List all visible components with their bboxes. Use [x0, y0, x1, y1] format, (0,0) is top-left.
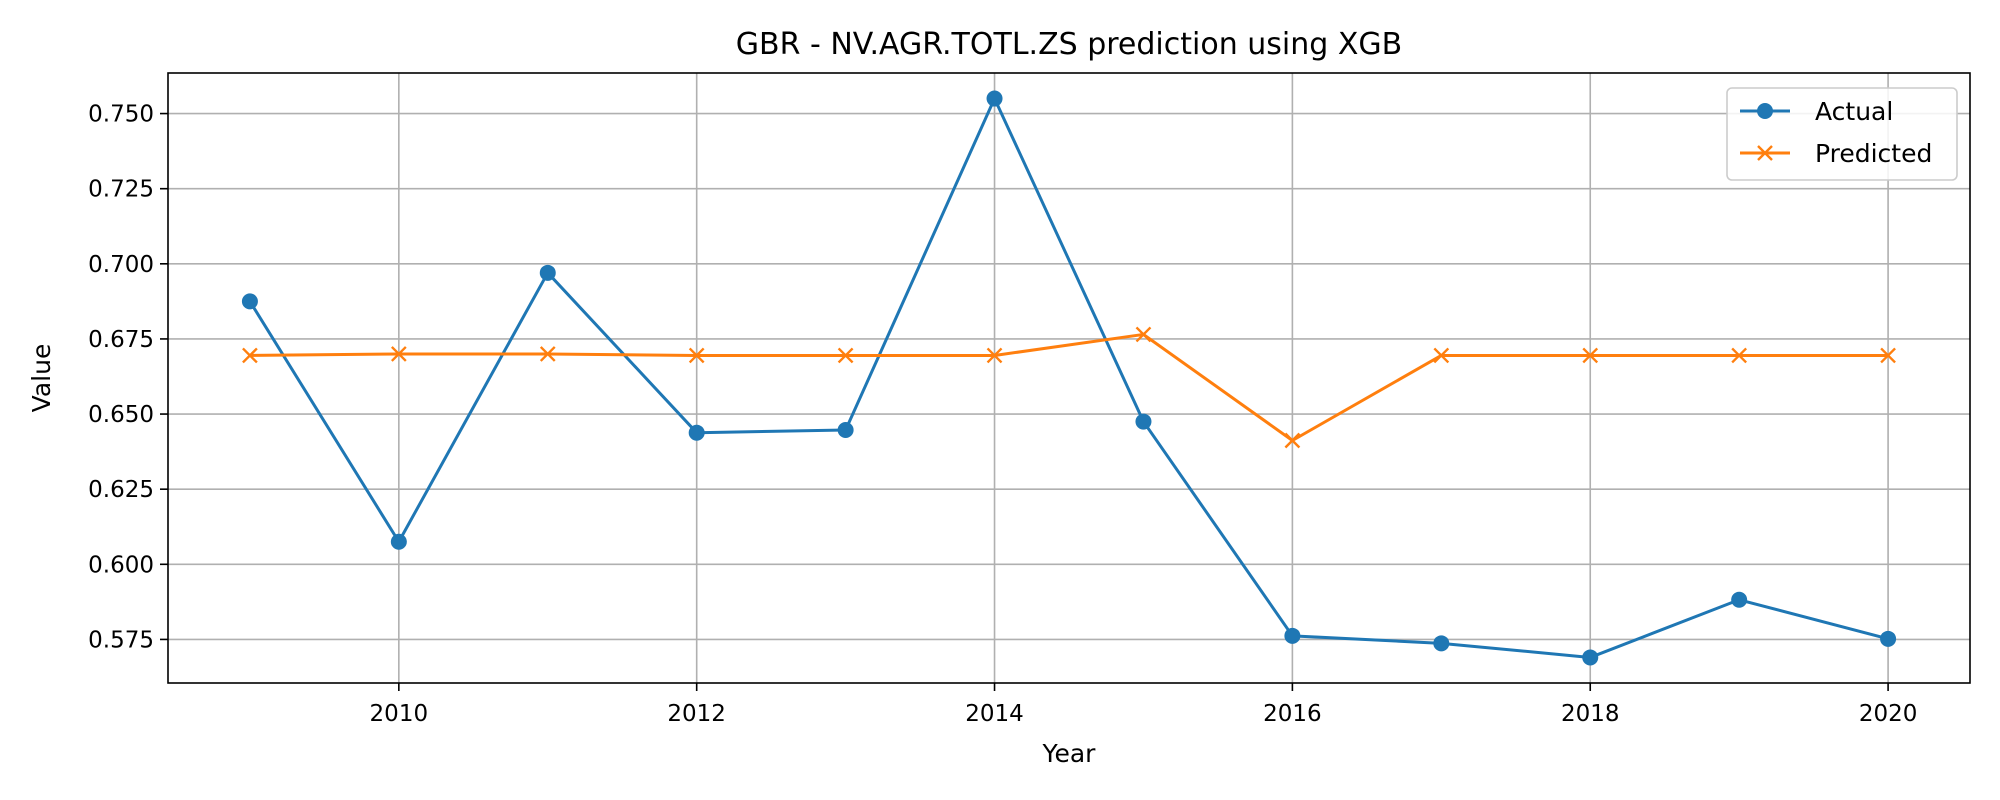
- series-line-predicted: [249, 332, 1889, 443]
- data-point-actual: [986, 90, 1003, 107]
- data-point-predicted: [1582, 347, 1599, 364]
- data-point-actual: [837, 421, 854, 438]
- data-point-predicted: [837, 347, 854, 364]
- y-tick-label: 0.600: [88, 552, 154, 578]
- legend-label-actual: Actual: [1815, 97, 1893, 126]
- data-point-predicted: [1433, 347, 1450, 364]
- chart-title: GBR - NV.AGR.TOTL.ZS prediction using XG…: [736, 27, 1402, 62]
- axes-frame: [167, 72, 1971, 684]
- x-tick-label: 2010: [370, 701, 429, 727]
- data-point-predicted: [688, 347, 705, 364]
- data-point-predicted: [539, 346, 556, 362]
- legend-marker-actual: [1757, 103, 1773, 119]
- y-tick-label: 0.625: [88, 477, 154, 503]
- data-point-actual: [1433, 635, 1450, 652]
- data-point-actual: [1582, 649, 1599, 666]
- x-tick-label: 2018: [1561, 701, 1620, 727]
- data-point-actual: [1880, 630, 1897, 647]
- legend: Actual Predicted: [1726, 87, 1958, 181]
- y-tick-label: 0.750: [88, 102, 154, 128]
- y-axis-label: Value: [27, 344, 56, 413]
- x-tick-label: 2012: [667, 701, 726, 727]
- data-point-actual: [1284, 627, 1301, 644]
- data-point-predicted: [1731, 347, 1748, 364]
- data-point-predicted: [986, 347, 1003, 364]
- x-tick-label: 2016: [1263, 701, 1322, 727]
- data-point-actual: [688, 424, 705, 441]
- y-tick-label: 0.650: [88, 402, 154, 428]
- legend-label-predicted: Predicted: [1815, 139, 1932, 168]
- x-tick-label: 2014: [965, 701, 1024, 727]
- legend-marker-predicted: [1757, 145, 1773, 161]
- data-point-actual: [1135, 413, 1152, 430]
- data-point-actual: [241, 293, 258, 310]
- data-point-predicted: [242, 347, 258, 364]
- data-point-predicted: [1135, 326, 1152, 343]
- ticks: 2010 2012 2014 2016 2018 2020 0.575 0.600 0.625 0…: [88, 102, 1917, 727]
- y-tick-label: 0.700: [88, 252, 154, 278]
- x-axis-label: Year: [1042, 739, 1097, 768]
- data-point-predicted: [1880, 347, 1896, 364]
- y-tick-label: 0.725: [88, 177, 154, 203]
- series-line-actual: [248, 97, 1889, 659]
- y-tick-label: 0.675: [88, 327, 154, 353]
- series-layer: [241, 90, 1897, 666]
- y-tick-label: 0.575: [88, 627, 154, 653]
- data-point-actual: [390, 533, 407, 550]
- data-point-actual: [539, 264, 556, 281]
- data-point-predicted: [390, 346, 407, 362]
- x-tick-label: 2020: [1859, 701, 1918, 727]
- data-point-predicted: [1284, 432, 1301, 449]
- data-point-actual: [1731, 591, 1748, 608]
